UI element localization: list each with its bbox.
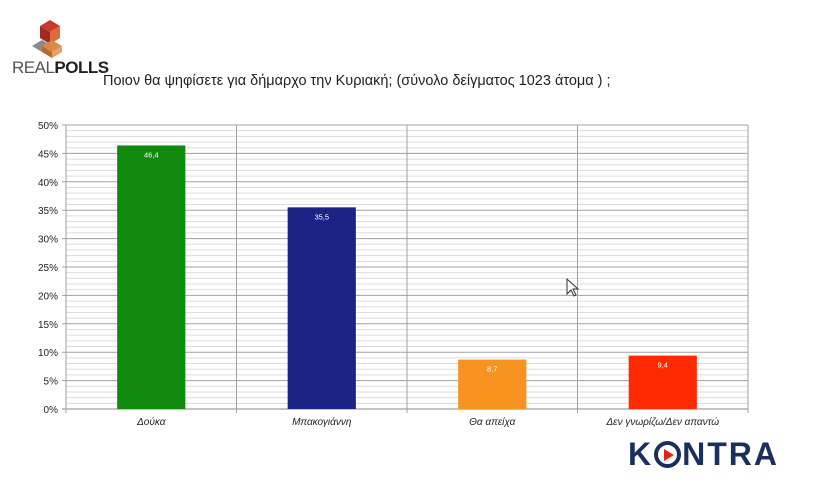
realpolls-logo: REALPOLLS	[12, 18, 109, 82]
bar	[287, 207, 356, 409]
bar-value-label: 9,4	[658, 361, 668, 370]
x-tick-label: Δεν γνωρίζω/Δεν απαντώ	[605, 416, 719, 428]
y-tick-label: 30%	[38, 235, 58, 246]
y-tick-label: 50%	[38, 121, 58, 132]
realpolls-wordmark: REALPOLLS	[12, 58, 109, 77]
bar-value-label: 46,4	[144, 150, 159, 159]
x-tick-label: Δούκα	[136, 416, 166, 428]
bar	[458, 359, 527, 409]
kontra-logo: K NTRA	[628, 436, 779, 473]
y-tick-label: 0%	[44, 405, 59, 416]
chart-title: Ποιον θα ψηφίσετε για δήμαρχο την Κυριακ…	[103, 73, 611, 89]
bar	[628, 355, 697, 409]
y-tick-label: 10%	[38, 348, 58, 359]
y-tick-label: 15%	[38, 320, 58, 331]
y-tick-label: 5%	[44, 377, 59, 388]
bar-value-label: 8,7	[487, 365, 497, 374]
realpolls-cube-icon	[32, 20, 62, 58]
kontra-play-icon	[654, 441, 682, 468]
bar-value-label: 35,5	[314, 212, 329, 221]
bar	[117, 145, 186, 409]
x-tick-label: Μπακογιάννη	[292, 416, 352, 428]
kontra-letters: NTRA	[682, 436, 779, 472]
y-tick-label: 20%	[38, 291, 58, 302]
y-tick-label: 40%	[38, 178, 58, 189]
y-tick-label: 35%	[38, 206, 58, 217]
x-tick-label: Θα απείχα	[469, 416, 516, 428]
y-tick-label: 45%	[38, 149, 58, 160]
mouse-cursor-icon	[566, 278, 580, 297]
kontra-letter-k: K	[628, 436, 654, 472]
y-tick-label: 25%	[38, 263, 58, 274]
